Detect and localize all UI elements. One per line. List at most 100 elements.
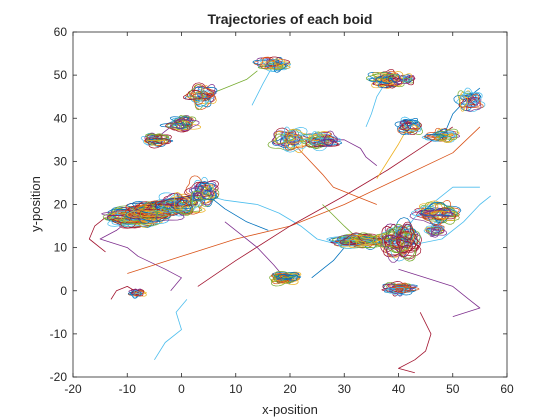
trajectory-cluster-7 [252,56,292,73]
trajectory-loop [201,184,216,199]
trajectory-loop [379,72,400,87]
trajectory-loop [144,137,170,149]
trajectory-loop [139,201,158,219]
trajectory-loop [169,197,188,216]
trajectory-path-6 [398,268,481,317]
trajectory-loop [133,290,140,295]
trajectory-path-1 [181,195,334,244]
y-tick-label: -10 [50,327,68,341]
trajectory-loop [261,62,283,70]
trajectory-loop [401,76,415,86]
trajectory-cluster-12 [394,116,423,136]
trajectory-loop [435,128,459,141]
trajectory-loop [381,235,406,263]
trajectory-loop [192,181,216,201]
trajectory-loop [107,214,138,227]
trajectory-path-12 [202,191,269,231]
y-tick-label: 20 [54,198,68,212]
trajectory-path-18 [224,221,285,279]
trajectory-loop [278,274,290,283]
trajectory-loop [463,87,478,106]
trajectory-loop [338,235,362,243]
trajectory-loop [402,78,413,83]
trajectory-loop [339,234,365,246]
trajectory-loop [173,192,189,211]
trajectory-loop [146,134,172,145]
trajectory-loop [401,124,419,131]
trajectory-loop [169,119,184,129]
trajectory-loop [112,216,141,229]
trajectory-loop [380,225,405,253]
x-tick-label: -10 [119,382,137,396]
trajectory-loop [394,120,414,132]
trajectory-loop [399,122,410,131]
trajectory-path-2 [127,126,481,274]
trajectory-loop [192,93,215,101]
x-tick-label: 30 [338,382,352,396]
trajectory-loop [433,206,456,225]
trajectory-loop [135,200,165,217]
y-tick-label: -20 [50,370,68,384]
trajectory-loop [384,286,405,296]
trajectory-loop [465,97,482,112]
trajectory-loop [165,120,190,133]
trajectory-loop [430,228,440,235]
trajectory-loop [310,131,323,146]
y-tick-label: 10 [54,241,68,255]
trajectory-loop [321,138,335,147]
trajectory-cluster-2 [154,192,206,217]
trajectory-loop [125,205,162,222]
trajectory-loop [184,181,212,198]
trajectory-loop [195,187,210,200]
y-tick-label: 0 [60,284,67,298]
trajectory-path-13 [88,217,106,253]
trajectory-loop [372,73,399,80]
trajectory-path-3 [197,126,454,287]
trajectory-cluster-6 [183,82,218,111]
trajectory-loop [274,58,286,69]
chart-title: Trajectories of each boid [208,11,373,27]
trajectory-cluster-11 [396,73,416,86]
trajectory-loop [351,235,386,246]
trajectory-loop [284,132,308,151]
trajectory-cluster-16 [371,217,423,263]
trajectory-path-19 [365,79,388,128]
trajectory-loop [393,286,420,293]
x-tick-label: 20 [283,382,297,396]
trajectory-loop [196,186,220,207]
trajectory-loop [387,283,407,290]
trajectory-loop [396,224,412,241]
trajectory-loop [397,120,412,135]
trajectory-loop [194,93,207,106]
trajectory-cluster-13 [421,127,461,143]
trajectory-loop [424,133,445,142]
trajectory-path-4 [154,299,188,361]
trajectory-path-0 [99,217,182,292]
y-tick-label: 30 [54,154,68,168]
trajectory-loop [462,91,483,108]
trajectory-loop [191,97,211,107]
trajectory-loop [402,75,412,83]
x-tick-label: -20 [64,382,82,396]
trajectory-loop [190,187,207,208]
trajectory-loop [156,192,193,209]
trajectory-path-15 [289,139,377,205]
trajectory-loop [267,59,291,68]
y-axis-label: y-position [28,176,43,232]
trajectory-loop [438,134,452,141]
x-tick-label: 10 [229,382,243,396]
trajectory-loop [430,225,448,236]
trajectory-cluster-9 [296,130,343,152]
trajectory-loop [426,226,442,238]
y-tick-label: 40 [54,111,68,125]
trajectory-cluster-4 [140,132,174,149]
trajectory-loop [271,130,297,145]
trajectory-loop [175,119,200,131]
trajectory-loop [402,119,419,126]
trajectory-loop [323,130,338,143]
trajectory-cluster-21 [127,288,147,299]
x-tick-label: 60 [500,382,514,396]
trajectory-cluster-19 [381,281,420,297]
trajectory-loop [196,88,206,103]
trajectory-loop [200,183,216,192]
